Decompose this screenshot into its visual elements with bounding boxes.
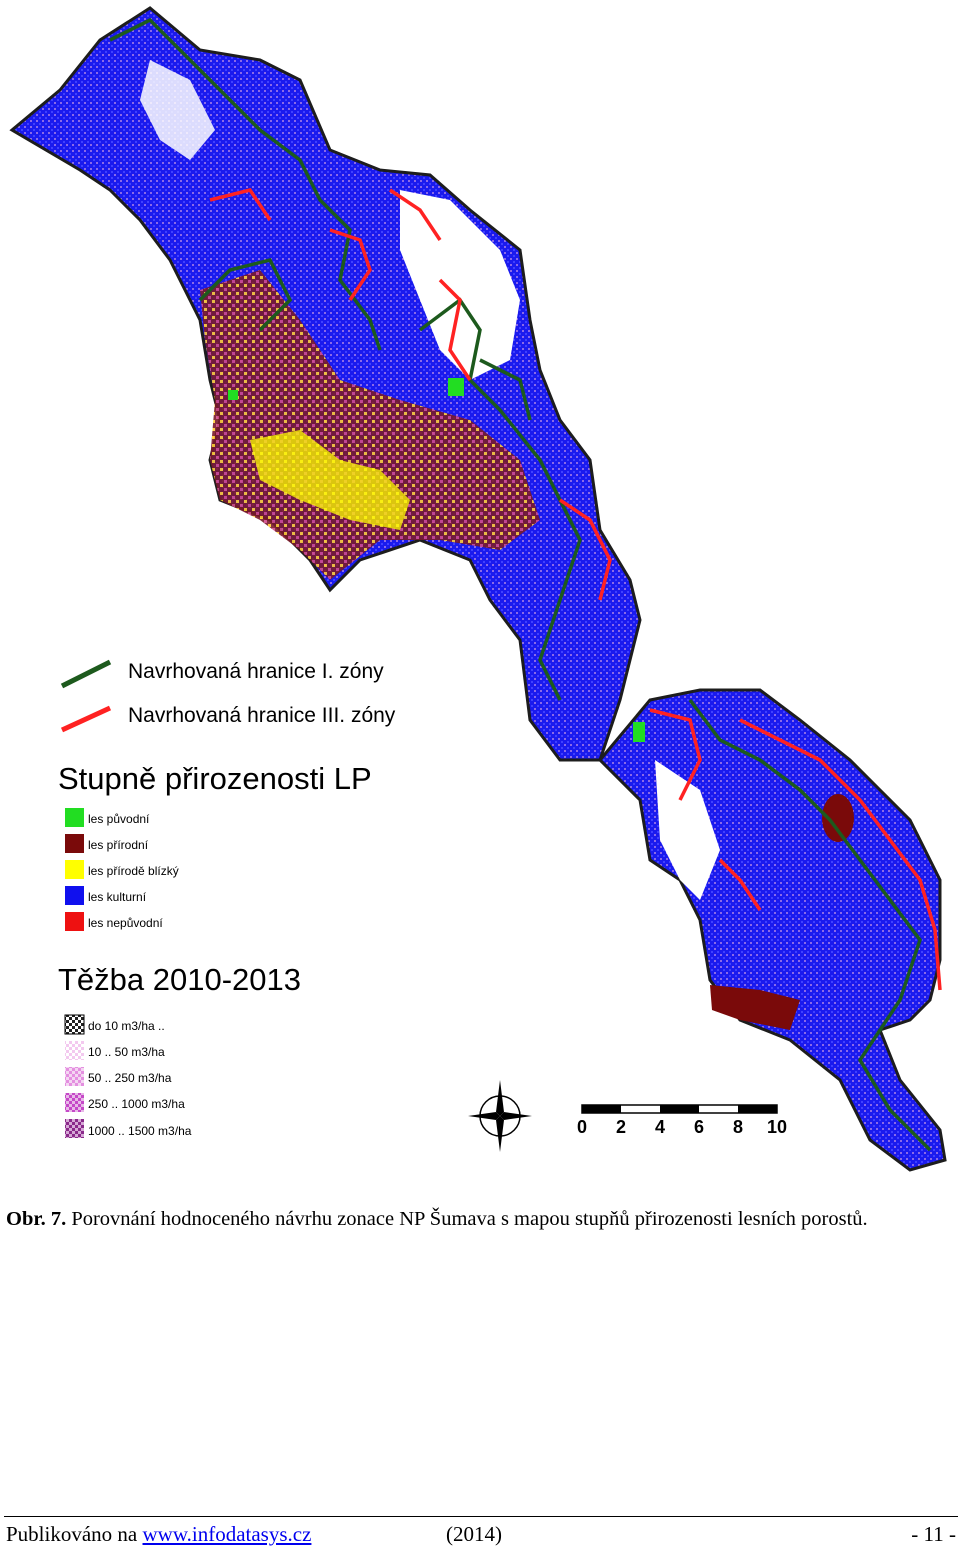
legend-harvest: do 10 m3/ha .. 10 .. 50 m3/ha 50 .. 250 …: [64, 1014, 192, 1138]
legend-swatch-harvest-5: [65, 1119, 84, 1138]
legend-label-non-native: les nepůvodní: [88, 916, 163, 930]
zone-iii-boundaries: [209, 188, 942, 991]
non-forest-area: [400, 190, 520, 380]
legend-zone-iii-label: Navrhovaná hranice III. zóny: [128, 704, 396, 727]
zone-i-boundaries: [109, 17, 932, 1152]
legend-label-harvest-1: do 10 m3/ha ..: [88, 1019, 165, 1033]
footer-divider: [4, 1516, 958, 1517]
footer-published: Publikováno na www.infodatasys.cz: [6, 1521, 311, 1547]
figure-caption: Obr. 7. Porovnání hodnoceného návrhu zon…: [6, 1206, 956, 1232]
page-number: - 11 -: [911, 1522, 956, 1546]
legend-boundaries: Navrhovaná hranice I. zóny Navrhovaná hr…: [60, 659, 396, 733]
legend-naturalness-title: Stupně přirozenosti LP: [58, 761, 372, 796]
legend-harvest-title: Těžba 2010-2013: [58, 962, 301, 997]
legend-zone-iii-line: [60, 705, 112, 733]
non-forest-area-north: [140, 60, 215, 160]
natural-forest-region: [200, 270, 540, 580]
natural-forest-patch-south: [710, 985, 800, 1030]
legend-label-harvest-5: 1000 .. 1500 m3/ha: [88, 1124, 192, 1138]
scale-label-4: 4: [655, 1117, 665, 1137]
near-natural-forest-patch: [250, 430, 410, 530]
legend-label-harvest-2: 10 .. 50 m3/ha: [88, 1045, 165, 1059]
legend-swatch-harvest-3: [65, 1067, 84, 1086]
footer-year: (2014): [446, 1522, 502, 1546]
footer-published-label: Publikováno na: [6, 1522, 138, 1546]
scale-label-10: 10: [767, 1117, 787, 1137]
caption-text: Porovnání hodnoceného návrhu zonace NP Š…: [71, 1208, 868, 1230]
legend-label-harvest-3: 50 .. 250 m3/ha: [88, 1071, 172, 1085]
legend-zone-i-line: [60, 659, 112, 689]
legend-label-natural: les přírodní: [88, 838, 149, 852]
legend-swatch-non-native: [65, 912, 84, 931]
footer-website-link[interactable]: www.infodatasys.cz: [142, 1522, 312, 1546]
original-forest-patches: [228, 378, 645, 742]
scale-label-6: 6: [694, 1117, 704, 1137]
caption-label: Obr. 7.: [6, 1208, 67, 1230]
north-arrow-icon: [468, 1080, 532, 1152]
scale-label-2: 2: [616, 1117, 626, 1137]
legend-label-near-natural: les přírodě blízký: [88, 864, 179, 878]
legend-label-cultural: les kulturní: [88, 890, 147, 904]
legend-swatch-harvest-4: [65, 1093, 84, 1112]
natural-forest-patch-east: [822, 794, 854, 842]
page-footer: Publikováno na www.infodatasys.cz (2014)…: [6, 1521, 956, 1549]
legend-label-harvest-4: 250 .. 1000 m3/ha: [88, 1097, 185, 1111]
scale-label-0: 0: [577, 1117, 587, 1137]
legend-swatch-cultural: [65, 886, 84, 905]
legend-swatch-near-natural: [65, 860, 84, 879]
legend-swatch-harvest-1: [64, 1014, 85, 1035]
legend-label-original: les původní: [88, 812, 150, 826]
map: Navrhovaná hranice I. zóny Navrhovaná hr…: [9, 6, 947, 1172]
legend-zone-i-label: Navrhovaná hranice I. zóny: [128, 660, 384, 683]
legend-swatch-natural: [65, 834, 84, 853]
legend-swatch-original: [65, 808, 84, 827]
legend-naturalness: les původní les přírodní les přírodě blí…: [65, 808, 179, 931]
non-forest-area-south: [655, 760, 720, 900]
scale-label-8: 8: [733, 1117, 743, 1137]
scale-bar: 0 2 4 6 8 10: [577, 1104, 787, 1137]
park-territory-south: [597, 688, 947, 1172]
legend-swatch-harvest-2: [65, 1041, 84, 1060]
